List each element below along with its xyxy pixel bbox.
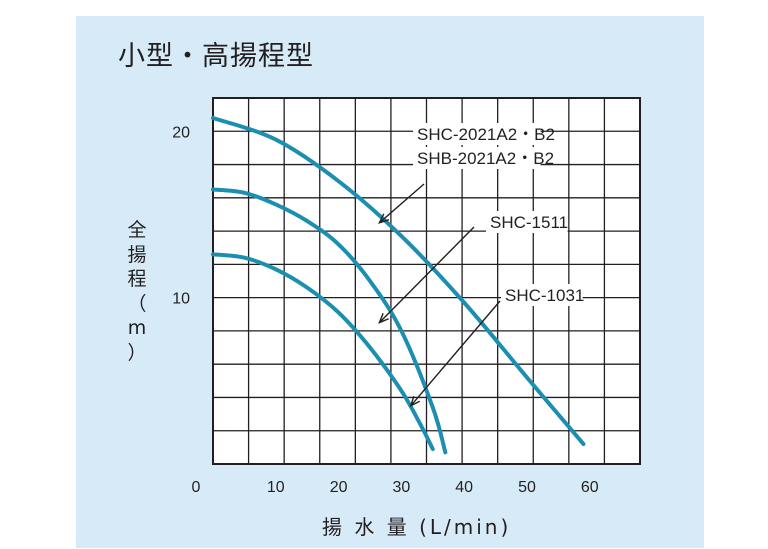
series-line	[211, 252, 435, 452]
annotation-label-bg	[413, 147, 541, 169]
series-annotation-label: SHC-2021A2・B2	[417, 125, 555, 144]
x-tick-label: 20	[330, 479, 348, 496]
plot-frame	[212, 97, 641, 465]
x-tick-label: 60	[581, 479, 599, 496]
x-tick-label: 30	[392, 479, 410, 496]
annotation-arrowhead	[409, 396, 421, 408]
y-tick-label: 10	[172, 291, 190, 308]
y-axis-label-char: 揚	[127, 243, 147, 266]
x-tick-label: 0	[192, 479, 201, 496]
annotation-label-bg	[501, 284, 583, 306]
x-axis-label: 揚 水 量 (L/min)	[322, 515, 512, 539]
y-axis-label: 全 揚 程 （ m ）	[126, 218, 148, 365]
y-axis-label-char: 程	[127, 268, 147, 290]
annotation-leader-line	[410, 300, 501, 407]
annotation-arrowhead	[378, 313, 389, 324]
annotation-label-bg	[413, 123, 541, 145]
annotation-leader-line	[378, 183, 425, 224]
x-tick-label: 10	[267, 479, 285, 496]
annotation-label-bg	[486, 211, 568, 233]
y-axis-label-char: （	[127, 292, 147, 315]
annotation-arrowhead	[378, 213, 390, 224]
y-axis-label-char: ）	[127, 341, 147, 364]
y-axis-label-char: 全	[127, 219, 147, 241]
annotation-leader-line	[378, 226, 475, 324]
series-annotation-label: SHC-1031	[505, 286, 584, 305]
series-line	[211, 115, 586, 447]
chart-title: 小型・高揚程型	[118, 41, 314, 72]
series-annotation-label: SHB-2021A2・B2	[417, 149, 554, 168]
series-annotation-label: SHC-1511	[490, 213, 568, 232]
y-axis-label-char: m	[127, 317, 147, 339]
x-tick-label: 40	[455, 479, 473, 496]
y-tick-label: 20	[172, 124, 190, 141]
x-tick-label: 50	[518, 479, 536, 496]
